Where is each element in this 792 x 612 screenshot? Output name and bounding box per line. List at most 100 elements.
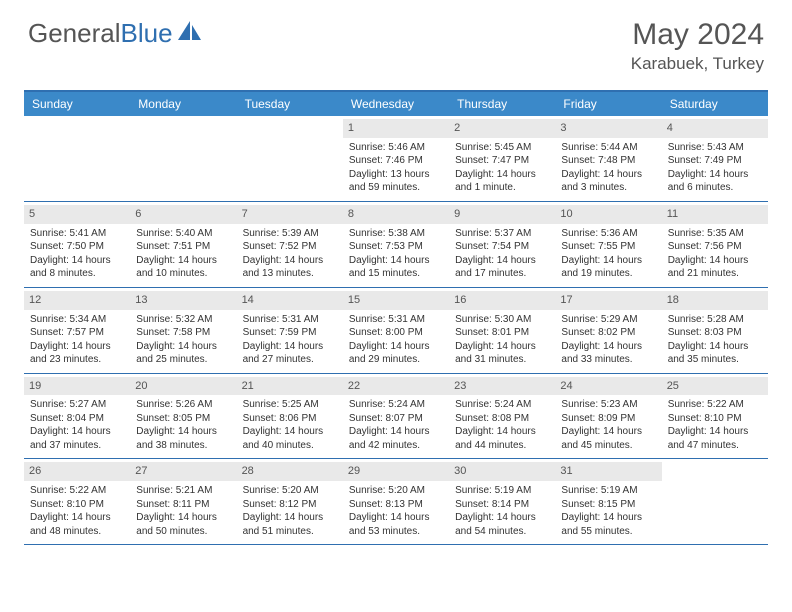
sunset-line: Sunset: 8:01 PM xyxy=(455,326,549,340)
brand-logo: GeneralBlue xyxy=(28,18,202,49)
sunset-line: Sunset: 8:13 PM xyxy=(349,498,443,512)
sunrise-line: Sunrise: 5:38 AM xyxy=(349,227,443,241)
sunset-line: Sunset: 7:49 PM xyxy=(668,154,762,168)
day-cell: 1Sunrise: 5:46 AMSunset: 7:46 PMDaylight… xyxy=(343,116,449,201)
day-cell: 14Sunrise: 5:31 AMSunset: 7:59 PMDayligh… xyxy=(237,288,343,373)
weekday-header: Sunday xyxy=(24,92,130,116)
day-cell: 16Sunrise: 5:30 AMSunset: 8:01 PMDayligh… xyxy=(449,288,555,373)
sunrise-line: Sunrise: 5:22 AM xyxy=(30,484,124,498)
weekday-header: Thursday xyxy=(449,92,555,116)
day-cell: 17Sunrise: 5:29 AMSunset: 8:02 PMDayligh… xyxy=(555,288,661,373)
daylight-line: Daylight: 14 hours and 38 minutes. xyxy=(136,425,230,452)
sunrise-line: Sunrise: 5:44 AM xyxy=(561,141,655,155)
day-number: 31 xyxy=(555,462,661,481)
daylight-line: Daylight: 14 hours and 45 minutes. xyxy=(561,425,655,452)
weekday-header-row: SundayMondayTuesdayWednesdayThursdayFrid… xyxy=(24,92,768,116)
sail-icon xyxy=(176,20,202,42)
sunset-line: Sunset: 8:07 PM xyxy=(349,412,443,426)
daylight-line: Daylight: 14 hours and 15 minutes. xyxy=(349,254,443,281)
daylight-line: Daylight: 14 hours and 6 minutes. xyxy=(668,168,762,195)
daylight-line: Daylight: 14 hours and 54 minutes. xyxy=(455,511,549,538)
day-cell: 24Sunrise: 5:23 AMSunset: 8:09 PMDayligh… xyxy=(555,374,661,459)
sunset-line: Sunset: 8:00 PM xyxy=(349,326,443,340)
sunrise-line: Sunrise: 5:24 AM xyxy=(455,398,549,412)
day-cell: 7Sunrise: 5:39 AMSunset: 7:52 PMDaylight… xyxy=(237,202,343,287)
sunset-line: Sunset: 7:48 PM xyxy=(561,154,655,168)
sunrise-line: Sunrise: 5:24 AM xyxy=(349,398,443,412)
day-number: 23 xyxy=(449,377,555,396)
sunrise-line: Sunrise: 5:34 AM xyxy=(30,313,124,327)
day-number: 3 xyxy=(555,119,661,138)
day-cell: 5Sunrise: 5:41 AMSunset: 7:50 PMDaylight… xyxy=(24,202,130,287)
day-number: 18 xyxy=(662,291,768,310)
day-number: 30 xyxy=(449,462,555,481)
weekday-header: Monday xyxy=(130,92,236,116)
daylight-line: Daylight: 14 hours and 3 minutes. xyxy=(561,168,655,195)
week-row: 5Sunrise: 5:41 AMSunset: 7:50 PMDaylight… xyxy=(24,202,768,288)
day-cell-blank xyxy=(130,116,236,201)
daylight-line: Daylight: 14 hours and 8 minutes. xyxy=(30,254,124,281)
day-number: 7 xyxy=(237,205,343,224)
sunset-line: Sunset: 7:57 PM xyxy=(30,326,124,340)
daylight-line: Daylight: 14 hours and 31 minutes. xyxy=(455,340,549,367)
sunset-line: Sunset: 7:55 PM xyxy=(561,240,655,254)
day-number: 22 xyxy=(343,377,449,396)
week-row: 1Sunrise: 5:46 AMSunset: 7:46 PMDaylight… xyxy=(24,116,768,202)
sunrise-line: Sunrise: 5:32 AM xyxy=(136,313,230,327)
day-number: 1 xyxy=(343,119,449,138)
daylight-line: Daylight: 14 hours and 17 minutes. xyxy=(455,254,549,281)
day-cell: 12Sunrise: 5:34 AMSunset: 7:57 PMDayligh… xyxy=(24,288,130,373)
day-cell: 8Sunrise: 5:38 AMSunset: 7:53 PMDaylight… xyxy=(343,202,449,287)
daylight-line: Daylight: 14 hours and 42 minutes. xyxy=(349,425,443,452)
sunrise-line: Sunrise: 5:31 AM xyxy=(349,313,443,327)
day-number: 6 xyxy=(130,205,236,224)
sunset-line: Sunset: 8:05 PM xyxy=(136,412,230,426)
day-cell: 29Sunrise: 5:20 AMSunset: 8:13 PMDayligh… xyxy=(343,459,449,544)
sunrise-line: Sunrise: 5:40 AM xyxy=(136,227,230,241)
sunset-line: Sunset: 7:58 PM xyxy=(136,326,230,340)
daylight-line: Daylight: 14 hours and 27 minutes. xyxy=(243,340,337,367)
sunset-line: Sunset: 8:04 PM xyxy=(30,412,124,426)
sunset-line: Sunset: 8:06 PM xyxy=(243,412,337,426)
day-cell: 26Sunrise: 5:22 AMSunset: 8:10 PMDayligh… xyxy=(24,459,130,544)
sunrise-line: Sunrise: 5:39 AM xyxy=(243,227,337,241)
daylight-line: Daylight: 14 hours and 25 minutes. xyxy=(136,340,230,367)
sunset-line: Sunset: 8:02 PM xyxy=(561,326,655,340)
sunrise-line: Sunrise: 5:25 AM xyxy=(243,398,337,412)
day-cell: 13Sunrise: 5:32 AMSunset: 7:58 PMDayligh… xyxy=(130,288,236,373)
sunrise-line: Sunrise: 5:21 AM xyxy=(136,484,230,498)
daylight-line: Daylight: 14 hours and 50 minutes. xyxy=(136,511,230,538)
daylight-line: Daylight: 14 hours and 37 minutes. xyxy=(30,425,124,452)
day-cell: 9Sunrise: 5:37 AMSunset: 7:54 PMDaylight… xyxy=(449,202,555,287)
sunset-line: Sunset: 8:03 PM xyxy=(668,326,762,340)
sunrise-line: Sunrise: 5:41 AM xyxy=(30,227,124,241)
day-number: 5 xyxy=(24,205,130,224)
daylight-line: Daylight: 14 hours and 1 minute. xyxy=(455,168,549,195)
sunrise-line: Sunrise: 5:20 AM xyxy=(243,484,337,498)
daylight-line: Daylight: 14 hours and 21 minutes. xyxy=(668,254,762,281)
title-block: May 2024 Karabuek, Turkey xyxy=(631,18,764,74)
day-cell: 23Sunrise: 5:24 AMSunset: 8:08 PMDayligh… xyxy=(449,374,555,459)
daylight-line: Daylight: 14 hours and 55 minutes. xyxy=(561,511,655,538)
weekday-header: Wednesday xyxy=(343,92,449,116)
sunrise-line: Sunrise: 5:29 AM xyxy=(561,313,655,327)
sunrise-line: Sunrise: 5:43 AM xyxy=(668,141,762,155)
daylight-line: Daylight: 14 hours and 35 minutes. xyxy=(668,340,762,367)
day-cell-blank xyxy=(662,459,768,544)
day-number: 9 xyxy=(449,205,555,224)
sunrise-line: Sunrise: 5:46 AM xyxy=(349,141,443,155)
weekday-header: Saturday xyxy=(662,92,768,116)
sunrise-line: Sunrise: 5:37 AM xyxy=(455,227,549,241)
sunset-line: Sunset: 7:59 PM xyxy=(243,326,337,340)
daylight-line: Daylight: 13 hours and 59 minutes. xyxy=(349,168,443,195)
day-number: 17 xyxy=(555,291,661,310)
sunset-line: Sunset: 8:15 PM xyxy=(561,498,655,512)
day-cell: 3 Sunrise: 5:44 AMSunset: 7:48 PMDaylight… xyxy=(555,116,661,201)
day-cell: 18Sunrise: 5:28 AMSunset: 8:03 PMDayligh… xyxy=(662,288,768,373)
sunrise-line: Sunrise: 5:45 AM xyxy=(455,141,549,155)
week-row: 26Sunrise: 5:22 AMSunset: 8:10 PMDayligh… xyxy=(24,459,768,545)
day-cell: 19Sunrise: 5:27 AMSunset: 8:04 PMDayligh… xyxy=(24,374,130,459)
sunset-line: Sunset: 8:12 PM xyxy=(243,498,337,512)
sunset-line: Sunset: 8:09 PM xyxy=(561,412,655,426)
week-row: 19Sunrise: 5:27 AMSunset: 8:04 PMDayligh… xyxy=(24,374,768,460)
